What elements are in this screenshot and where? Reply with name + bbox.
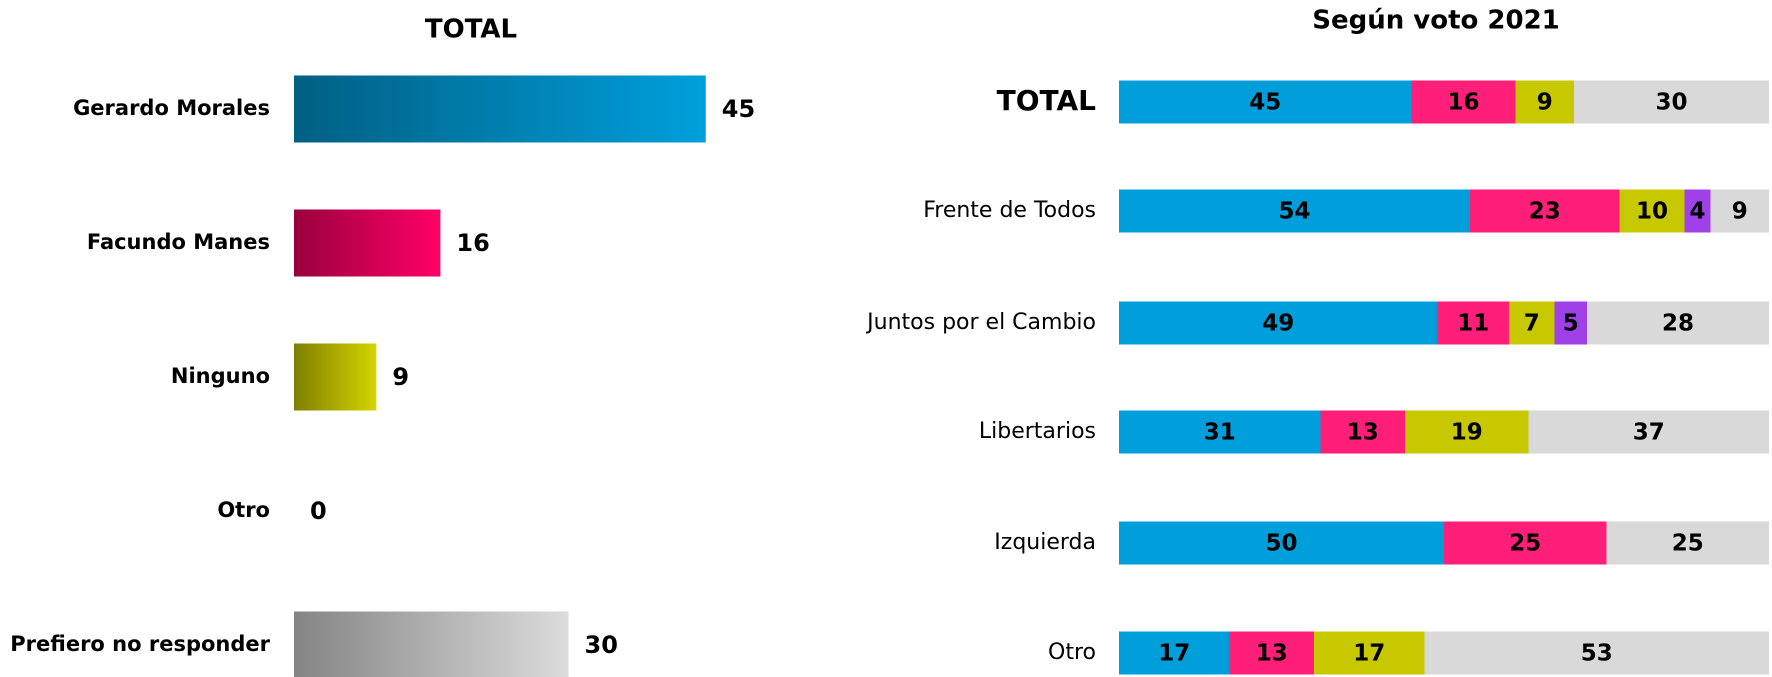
- value-label: 13: [1347, 420, 1379, 446]
- category-label: Otro: [1048, 640, 1096, 665]
- bar-segment: [1437, 301, 1509, 345]
- category-label: Otro: [217, 498, 270, 522]
- bar-segment: [1424, 631, 1769, 675]
- bar-segment: [1119, 521, 1444, 565]
- bar: [294, 611, 569, 677]
- value-label: 16: [456, 229, 489, 257]
- category-label: Gerardo Morales: [73, 96, 270, 120]
- bar: [294, 343, 377, 411]
- bar-segment: [1509, 301, 1555, 345]
- value-label: 45: [1249, 90, 1281, 116]
- value-label: 31: [1204, 420, 1236, 446]
- bar-segment: [1119, 189, 1470, 233]
- value-label: 7: [1524, 311, 1540, 337]
- chart-title: Según voto 2021: [1312, 6, 1560, 36]
- value-label: 11: [1457, 311, 1489, 337]
- value-label: 45: [722, 95, 755, 123]
- bar-segment: [1515, 80, 1574, 124]
- category-label: Ninguno: [171, 364, 270, 388]
- bar-segment: [1528, 410, 1769, 454]
- bar-segment: [1411, 80, 1516, 124]
- value-label: 0: [310, 497, 327, 525]
- bar-segment: [1444, 521, 1607, 565]
- value-label: 37: [1633, 420, 1665, 446]
- bar-segment: [1684, 189, 1711, 233]
- bar-segment: [1710, 189, 1769, 233]
- value-label: 25: [1672, 531, 1704, 557]
- value-label: 30: [585, 631, 618, 659]
- bar: [294, 75, 706, 143]
- bar-segment: [1229, 631, 1314, 675]
- value-label: 9: [392, 363, 409, 391]
- value-label: 54: [1278, 199, 1310, 225]
- category-label: Facundo Manes: [87, 230, 270, 254]
- value-label: 5: [1563, 311, 1579, 337]
- category-label: Libertarios: [979, 419, 1096, 444]
- bar-segment: [1314, 631, 1425, 675]
- bar-segment: [1470, 189, 1620, 233]
- bar-segment: [1606, 521, 1769, 565]
- value-label: 17: [1158, 641, 1190, 667]
- value-label: 13: [1256, 641, 1288, 667]
- bar-segment: [1554, 301, 1587, 345]
- bar-segment: [1320, 410, 1405, 454]
- value-label: 25: [1509, 531, 1541, 557]
- bar-segment: [1119, 410, 1321, 454]
- category-label: Prefiero no responder: [10, 632, 270, 656]
- value-label: 9: [1537, 90, 1553, 116]
- category-label: TOTAL: [997, 84, 1096, 117]
- value-label: 17: [1353, 641, 1385, 667]
- bar-segment: [1574, 80, 1769, 124]
- value-label: 53: [1581, 641, 1613, 667]
- value-label: 49: [1262, 311, 1294, 337]
- category-label: Izquierda: [994, 530, 1096, 555]
- bar-segment: [1405, 410, 1529, 454]
- bar-segment: [1587, 301, 1769, 345]
- bar-segment: [1119, 301, 1438, 345]
- value-label: 4: [1689, 199, 1705, 225]
- value-label: 30: [1655, 90, 1687, 116]
- value-label: 23: [1529, 199, 1561, 225]
- bar-segment: [1119, 80, 1412, 124]
- bar-segment: [1619, 189, 1685, 233]
- value-label: 50: [1265, 531, 1297, 557]
- bar: [294, 209, 441, 277]
- value-label: 16: [1447, 90, 1479, 116]
- chart-title: TOTAL: [425, 15, 517, 45]
- bar-segment: [1119, 631, 1230, 675]
- value-label: 28: [1662, 311, 1694, 337]
- value-label: 10: [1636, 199, 1668, 225]
- value-label: 9: [1732, 199, 1748, 225]
- value-label: 19: [1451, 420, 1483, 446]
- category-label: Juntos por el Cambio: [865, 310, 1096, 335]
- category-label: Frente de Todos: [923, 198, 1096, 223]
